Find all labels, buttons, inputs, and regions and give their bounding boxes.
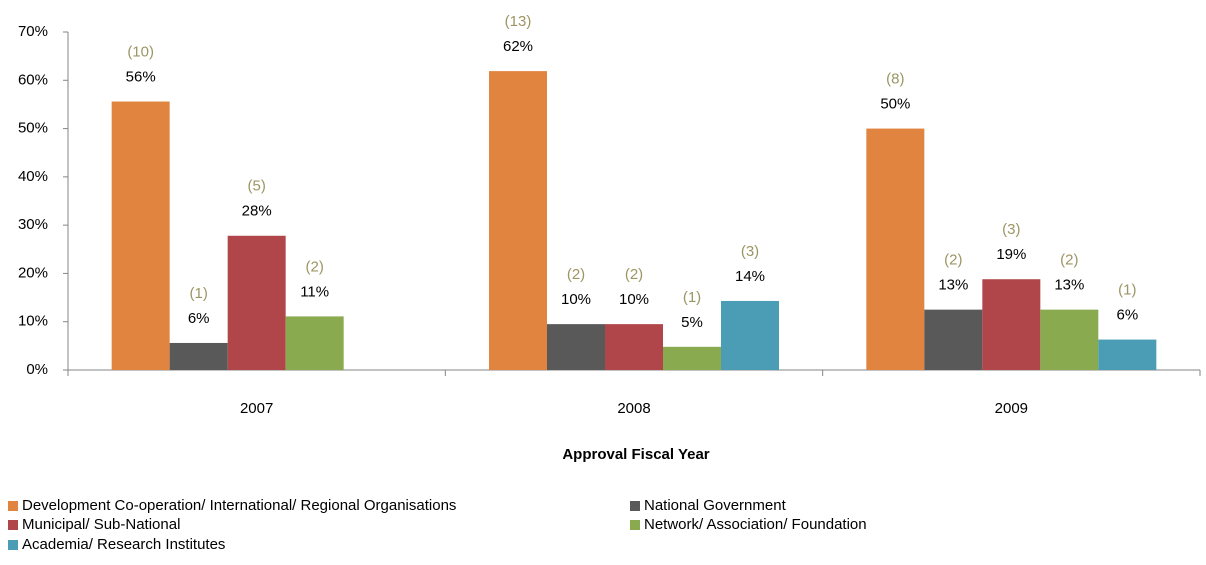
legend-swatch xyxy=(630,501,640,511)
bar xyxy=(169,342,228,370)
legend-swatch xyxy=(630,520,640,530)
bar xyxy=(924,309,983,370)
bar xyxy=(982,279,1041,370)
legend-label: National Government xyxy=(644,497,787,514)
bar xyxy=(547,324,605,370)
value-label: 62% xyxy=(503,38,533,55)
legend-label: Development Co-operation/ International/… xyxy=(22,497,456,514)
value-label: 5% xyxy=(681,314,703,331)
legend-swatch xyxy=(8,540,18,550)
value-label: 19% xyxy=(996,246,1026,263)
y-tick-label: 20% xyxy=(18,264,48,281)
bar xyxy=(721,300,779,370)
x-tick-label: 2008 xyxy=(617,400,650,417)
bar xyxy=(111,101,170,370)
bar xyxy=(489,71,547,371)
legend-label: Network/ Association/ Foundation xyxy=(644,516,867,533)
y-tick-label: 50% xyxy=(18,120,48,137)
y-tick-label: 0% xyxy=(26,361,48,378)
count-label: (2) xyxy=(625,266,643,283)
bar xyxy=(663,346,721,370)
count-label: (2) xyxy=(305,258,323,275)
y-tick-label: 30% xyxy=(18,216,48,233)
value-label: 13% xyxy=(938,277,968,294)
legend-label: Municipal/ Sub-National xyxy=(22,516,180,533)
count-label: (13) xyxy=(505,13,532,30)
value-label: 6% xyxy=(1116,307,1138,324)
count-label: (2) xyxy=(567,266,585,283)
count-label: (10) xyxy=(127,44,154,61)
value-label: 10% xyxy=(619,291,649,308)
value-label: 56% xyxy=(126,69,156,86)
value-label: 10% xyxy=(561,291,591,308)
value-label: 28% xyxy=(242,203,272,220)
x-axis-title: Approval Fiscal Year xyxy=(562,446,709,463)
count-label: (2) xyxy=(1060,252,1078,269)
bar xyxy=(1040,309,1099,370)
count-label: (8) xyxy=(886,71,904,88)
y-tick-label: 10% xyxy=(18,313,48,330)
value-label: 6% xyxy=(188,310,210,327)
y-tick-label: 70% xyxy=(18,23,48,40)
value-label: 11% xyxy=(300,283,329,300)
value-label: 13% xyxy=(1054,277,1084,294)
legend-swatch xyxy=(8,520,18,530)
bar xyxy=(227,235,286,370)
count-label: (1) xyxy=(683,289,701,306)
count-label: (3) xyxy=(1002,221,1020,238)
count-label: (1) xyxy=(189,285,207,302)
count-label: (3) xyxy=(741,243,759,260)
bar xyxy=(285,316,344,370)
value-label: 50% xyxy=(880,96,910,113)
value-label: 14% xyxy=(735,268,765,285)
y-tick-label: 40% xyxy=(18,168,48,185)
bar xyxy=(866,128,925,370)
bar xyxy=(1098,339,1157,370)
count-label: (5) xyxy=(247,178,265,195)
count-label: (1) xyxy=(1118,282,1136,299)
x-tick-label: 2007 xyxy=(240,400,273,417)
y-tick-label: 60% xyxy=(18,71,48,88)
count-label: (2) xyxy=(944,252,962,269)
bar xyxy=(605,324,663,370)
x-tick-label: 2009 xyxy=(995,400,1028,417)
legend-label: Academia/ Research Institutes xyxy=(22,536,225,553)
legend-swatch xyxy=(8,501,18,511)
